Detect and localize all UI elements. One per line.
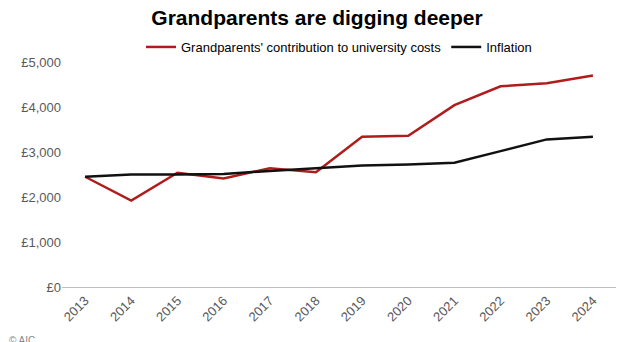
svg-text:£4,000: £4,000 xyxy=(21,100,61,115)
svg-text:2020: 2020 xyxy=(384,293,415,324)
svg-text:£3,000: £3,000 xyxy=(21,145,61,160)
svg-text:© AIC: © AIC xyxy=(9,335,35,342)
svg-text:2024: 2024 xyxy=(569,293,600,324)
svg-text:2014: 2014 xyxy=(107,293,138,324)
svg-text:£1,000: £1,000 xyxy=(21,235,61,250)
svg-text:£0: £0 xyxy=(47,280,61,295)
svg-text:2023: 2023 xyxy=(522,293,553,324)
svg-text:2017: 2017 xyxy=(245,293,276,324)
svg-text:2013: 2013 xyxy=(61,293,92,324)
svg-text:Grandparents are digging deepe: Grandparents are digging deeper xyxy=(151,6,482,29)
svg-text:2015: 2015 xyxy=(153,293,184,324)
svg-text:2016: 2016 xyxy=(199,293,230,324)
svg-text:2021: 2021 xyxy=(430,293,461,324)
svg-text:2018: 2018 xyxy=(292,293,323,324)
svg-text:2022: 2022 xyxy=(476,293,507,324)
svg-text:£5,000: £5,000 xyxy=(21,55,61,70)
svg-text:Grandparents' contribution to: Grandparents' contribution to university… xyxy=(181,40,441,55)
svg-text:Inflation: Inflation xyxy=(486,40,532,55)
svg-text:£2,000: £2,000 xyxy=(21,190,61,205)
svg-text:2019: 2019 xyxy=(338,293,369,324)
